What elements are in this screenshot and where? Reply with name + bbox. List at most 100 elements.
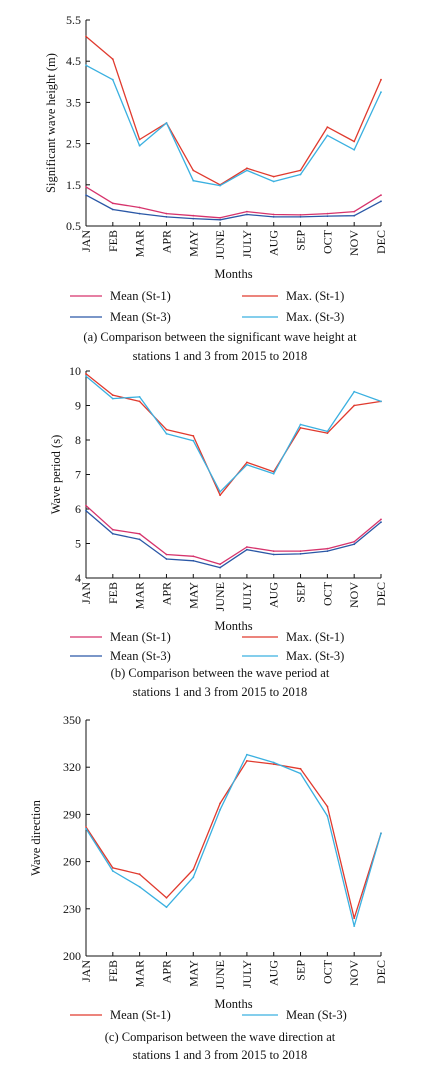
x-tick-label: AUG <box>267 582 281 608</box>
x-tick-label: JUNE <box>213 582 227 611</box>
y-tick-label: 6 <box>75 502 81 516</box>
series-line-max-st-1 <box>85 373 382 496</box>
y-tick-label: 7 <box>75 468 81 482</box>
y-tick-label: 320 <box>63 760 81 774</box>
data-point <box>299 772 302 775</box>
data-point <box>192 876 195 879</box>
data-point <box>353 540 356 543</box>
data-point <box>219 218 222 221</box>
data-point <box>299 169 302 172</box>
series-line-max-st-3 <box>85 64 382 187</box>
data-point <box>299 173 302 176</box>
data-point <box>219 566 222 569</box>
x-tick-label: AUG <box>267 960 281 986</box>
data-point <box>272 180 275 183</box>
data-point <box>272 761 275 764</box>
data-point <box>111 528 114 531</box>
data-point <box>353 390 356 393</box>
x-tick-label: AUG <box>267 230 281 256</box>
chart-panel-1: 0.5 1.5 2.5 3.5 4.5 5.5 JAN FEB MAR APR MAY JUNE JUL… <box>44 13 388 363</box>
x-tick-label: OCT <box>320 229 334 254</box>
y-tick-label: 200 <box>63 949 81 963</box>
data-point <box>192 439 195 442</box>
y-tick-label: 3.5 <box>66 95 81 109</box>
data-point <box>353 404 356 407</box>
data-point <box>353 148 356 151</box>
data-point <box>85 186 87 188</box>
data-point <box>272 175 275 178</box>
data-point <box>326 805 329 808</box>
data-point <box>111 532 114 535</box>
data-point <box>380 194 382 197</box>
y-tick-label: 1.5 <box>66 178 81 192</box>
data-point <box>192 214 195 217</box>
data-point <box>272 763 275 765</box>
data-point <box>111 867 114 869</box>
data-point <box>353 543 356 546</box>
data-point <box>299 216 302 218</box>
data-point <box>138 396 141 398</box>
data-point <box>272 472 275 475</box>
x-tick-label: JUNE <box>213 230 227 259</box>
x-tick-label: SEP <box>294 960 308 981</box>
x-tick-label: DEC <box>374 960 388 984</box>
data-point <box>326 815 329 817</box>
data-point <box>165 558 168 560</box>
legend-label: Mean (St-3) <box>286 1008 347 1022</box>
data-point <box>326 134 329 137</box>
y-axis-title: Wave period (s) <box>49 435 63 515</box>
y-tick-label: 260 <box>63 855 81 869</box>
data-point <box>326 550 329 552</box>
data-point <box>111 202 114 205</box>
legend-label: Max. (St-1) <box>286 630 344 644</box>
series-line-mean-st-1 <box>85 505 382 565</box>
figure-caption: (b) Comparison between the wave period a… <box>111 666 330 680</box>
data-point <box>219 216 222 219</box>
legend-label: Mean (St-1) <box>110 1008 171 1022</box>
data-point <box>111 397 114 400</box>
data-point <box>246 760 248 762</box>
data-point <box>380 400 382 403</box>
data-point <box>85 509 87 512</box>
data-point <box>111 394 114 396</box>
data-point <box>85 826 87 828</box>
data-point <box>326 126 329 128</box>
y-tick-label: 350 <box>63 713 81 727</box>
data-point <box>326 430 329 433</box>
data-point <box>85 504 87 507</box>
data-point <box>353 210 356 213</box>
data-point <box>219 563 222 566</box>
x-tick-label: MAR <box>133 582 147 609</box>
series-line-mean-st-3 <box>85 753 382 927</box>
data-point <box>111 870 114 872</box>
figure-caption: stations 1 and 3 from 2015 to 2018 <box>133 1048 308 1062</box>
legend-label: Max. (St-3) <box>286 310 344 324</box>
series-line-max-st-3 <box>85 375 382 493</box>
data-point <box>246 461 248 464</box>
data-point <box>272 550 275 552</box>
y-axis-title: Significant wave height (m) <box>44 53 58 193</box>
data-point <box>138 144 141 147</box>
data-point <box>192 179 195 182</box>
data-point <box>138 206 141 209</box>
figure-caption: stations 1 and 3 from 2015 to 2018 <box>133 349 308 363</box>
data-point <box>299 423 302 426</box>
data-point <box>380 832 382 835</box>
data-point <box>272 216 275 218</box>
data-point <box>299 427 302 429</box>
y-tick-label: 2.5 <box>66 137 81 151</box>
data-point <box>246 546 248 548</box>
data-point <box>165 553 168 556</box>
data-point <box>299 550 302 552</box>
x-tick-label: MAR <box>133 960 147 987</box>
y-tick-label: 5 <box>75 537 81 551</box>
data-point <box>138 873 141 876</box>
x-axis-title: Months <box>214 619 252 633</box>
x-tick-label: MAR <box>133 230 147 257</box>
figure-caption: (c) Comparison between the wave directio… <box>105 1030 336 1044</box>
data-point <box>299 553 302 555</box>
data-point <box>246 213 248 216</box>
data-point <box>219 808 222 811</box>
series-line-mean-st-3 <box>85 194 382 221</box>
x-tick-label: APR <box>159 230 173 253</box>
